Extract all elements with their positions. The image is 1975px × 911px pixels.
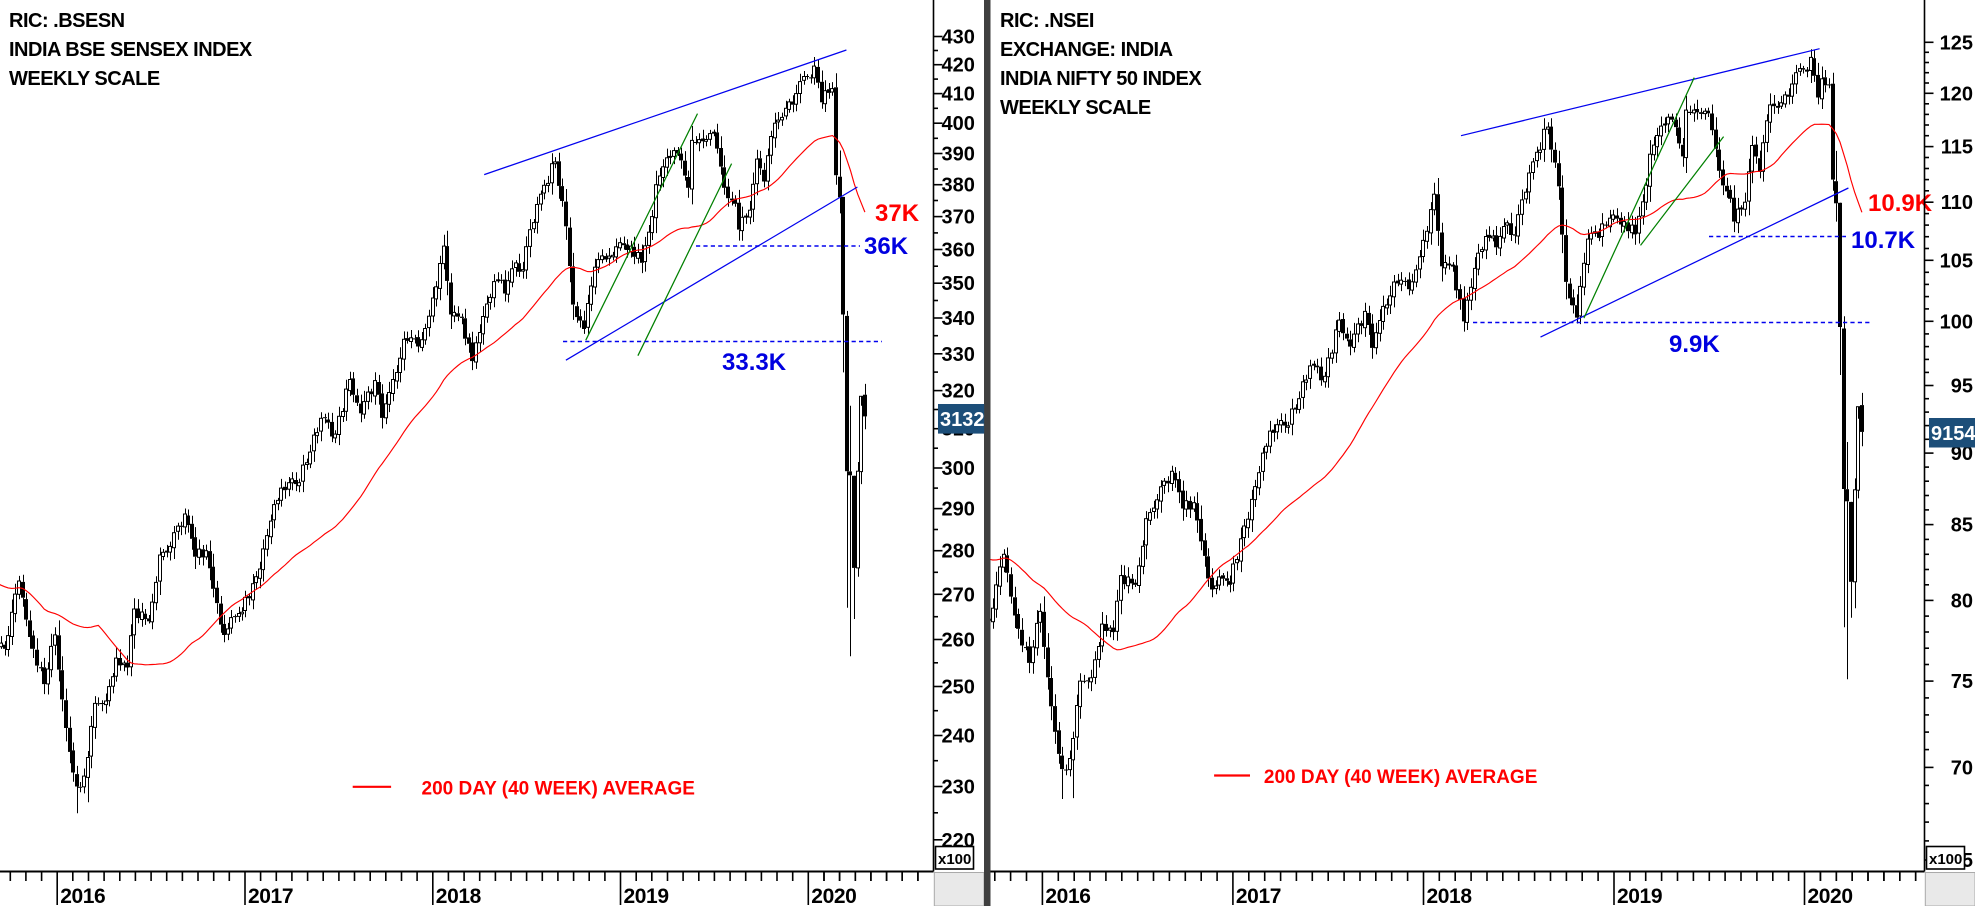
svg-text:390: 390 xyxy=(942,144,975,166)
svg-text:2018: 2018 xyxy=(1427,885,1473,906)
svg-text:120: 120 xyxy=(1940,83,1973,105)
svg-text:200 DAY (40 WEEK) AVERAGE: 200 DAY (40 WEEK) AVERAGE xyxy=(422,779,695,800)
svg-text:2020: 2020 xyxy=(1808,885,1853,906)
svg-text:250: 250 xyxy=(942,677,975,699)
svg-text:3132: 3132 xyxy=(940,409,985,431)
svg-text:370: 370 xyxy=(942,207,975,229)
svg-text:240: 240 xyxy=(942,726,975,748)
svg-text:x100: x100 xyxy=(1929,851,1962,868)
svg-text:WEEKLY SCALE: WEEKLY SCALE xyxy=(9,68,160,90)
svg-text:200 DAY (40 WEEK) AVERAGE: 200 DAY (40 WEEK) AVERAGE xyxy=(1264,767,1537,788)
svg-text:80: 80 xyxy=(1951,590,1973,612)
svg-text:RIC: .NSEI: RIC: .NSEI xyxy=(1000,10,1094,32)
svg-text:105: 105 xyxy=(1940,250,1973,272)
svg-text:280: 280 xyxy=(942,541,975,563)
svg-text:430: 430 xyxy=(942,27,975,49)
svg-text:10.9K: 10.9K xyxy=(1868,190,1933,217)
svg-text:10.7K: 10.7K xyxy=(1851,227,1916,254)
svg-text:9.9K: 9.9K xyxy=(1669,331,1720,358)
svg-text:2016: 2016 xyxy=(1045,885,1090,906)
svg-text:70: 70 xyxy=(1951,757,1973,779)
svg-text:125: 125 xyxy=(1940,32,1973,54)
svg-text:EXCHANGE: INDIA: EXCHANGE: INDIA xyxy=(1000,39,1173,61)
svg-text:100: 100 xyxy=(1940,311,1973,333)
svg-text:350: 350 xyxy=(942,273,975,295)
svg-text:33.3K: 33.3K xyxy=(722,349,787,376)
svg-text:115: 115 xyxy=(1941,137,1973,159)
svg-text:330: 330 xyxy=(942,344,975,366)
svg-text:400: 400 xyxy=(942,113,975,135)
svg-text:INDIA NIFTY 50 INDEX: INDIA NIFTY 50 INDEX xyxy=(1000,68,1202,90)
svg-text:36K: 36K xyxy=(864,233,909,260)
svg-text:x100: x100 xyxy=(938,851,971,868)
svg-text:270: 270 xyxy=(942,584,975,606)
svg-text:2019: 2019 xyxy=(624,885,669,906)
svg-text:260: 260 xyxy=(942,630,975,652)
svg-text:320: 320 xyxy=(942,381,975,403)
svg-text:2017: 2017 xyxy=(1236,885,1281,906)
svg-text:85: 85 xyxy=(1951,515,1973,537)
svg-text:110: 110 xyxy=(1941,192,1973,214)
svg-text:380: 380 xyxy=(942,175,975,197)
svg-text:2019: 2019 xyxy=(1617,885,1662,906)
svg-text:90: 90 xyxy=(1951,443,1973,465)
svg-text:410: 410 xyxy=(942,84,975,106)
svg-text:9154: 9154 xyxy=(1931,423,1975,445)
svg-text:290: 290 xyxy=(942,499,975,521)
svg-text:RIC: .BSESN: RIC: .BSESN xyxy=(9,10,125,32)
svg-text:INDIA BSE SENSEX INDEX: INDIA BSE SENSEX INDEX xyxy=(9,39,253,61)
svg-text:2020: 2020 xyxy=(811,885,856,906)
svg-text:420: 420 xyxy=(942,55,975,77)
svg-text:37K: 37K xyxy=(875,200,920,227)
svg-text:2017: 2017 xyxy=(248,885,293,906)
svg-text:WEEKLY SCALE: WEEKLY SCALE xyxy=(1000,97,1151,119)
svg-text:230: 230 xyxy=(942,777,975,799)
svg-text:340: 340 xyxy=(942,308,975,330)
svg-text:95: 95 xyxy=(1951,376,1973,398)
svg-text:75: 75 xyxy=(1951,671,1973,693)
svg-text:300: 300 xyxy=(942,458,975,480)
svg-text:360: 360 xyxy=(942,240,975,262)
svg-text:2016: 2016 xyxy=(60,885,105,906)
svg-text:2018: 2018 xyxy=(436,885,482,906)
